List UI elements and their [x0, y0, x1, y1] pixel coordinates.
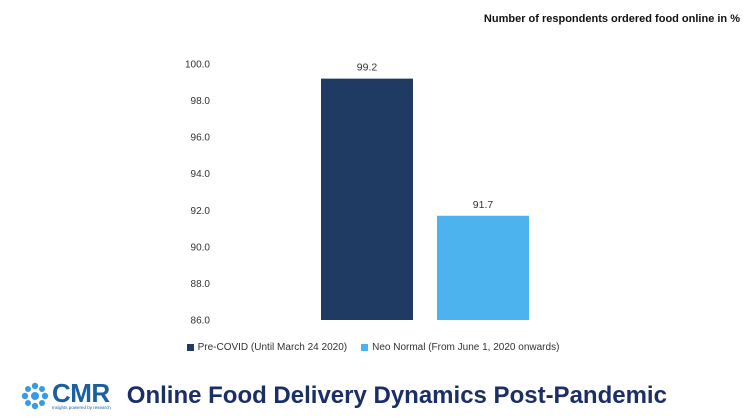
bar-neo-normal [437, 215, 529, 320]
y-tick-label: 98.0 [191, 96, 211, 107]
legend-item-neo-normal: Neo Normal (From June 1, 2020 onwards) [361, 342, 559, 353]
footer-banner: CMR Insights powered by research Online … [20, 376, 740, 416]
data-label-neo-normal: 91.7 [473, 199, 494, 211]
footer-headline: Online Food Delivery Dynamics Post-Pande… [126, 382, 667, 409]
y-tick-label: 96.0 [191, 133, 211, 144]
y-tick-label: 90.0 [191, 242, 211, 253]
legend-label-pre-covid: Pre-COVID (Until March 24 2020) [197, 342, 348, 353]
y-tick-label: 94.0 [191, 169, 211, 180]
cmr-logo: CMR Insights powered by research [20, 378, 111, 411]
bars [321, 78, 529, 320]
y-tick-label: 92.0 [191, 206, 211, 217]
logo-text: CMR [52, 378, 110, 408]
data-labels: 99.2 91.7 [357, 62, 494, 211]
legend-item-pre-covid: Pre-COVID (Until March 24 2020) [186, 342, 348, 353]
legend-swatch-neo-normal [361, 344, 369, 351]
bar-chart: 86.0 88.0 90.0 92.0 94.0 96.0 98.0 100.0 99.2 91… [185, 60, 529, 327]
chart-subtitle: Number of respondents ordered food onlin… [483, 13, 740, 25]
legend-swatch-pre-covid [186, 344, 194, 351]
legend: Pre-COVID (Until March 24 2020) Neo Norm… [0, 342, 746, 353]
cmr-logo-icon [21, 382, 49, 410]
legend-label-neo-normal: Neo Normal (From June 1, 2020 onwards) [372, 342, 560, 353]
y-axis: 86.0 88.0 90.0 92.0 94.0 96.0 98.0 100.0 [185, 60, 210, 327]
data-label-pre-covid: 99.2 [357, 62, 378, 74]
y-tick-label: 88.0 [191, 279, 211, 290]
y-tick-label: 86.0 [191, 316, 211, 327]
y-tick-label: 100.0 [185, 60, 210, 71]
bar-pre-covid [321, 78, 413, 320]
logo-tagline: Insights powered by research [52, 405, 111, 410]
